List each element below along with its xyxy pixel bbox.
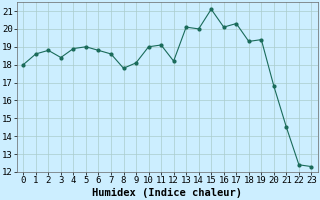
X-axis label: Humidex (Indice chaleur): Humidex (Indice chaleur) xyxy=(92,188,242,198)
